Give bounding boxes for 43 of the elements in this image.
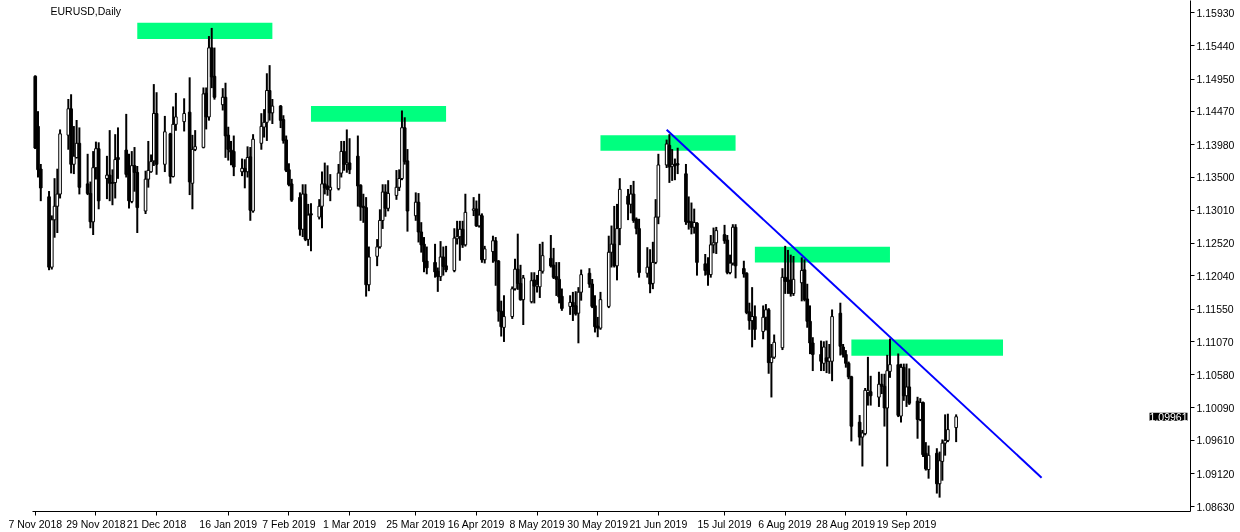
x-tick-label: 8 May 2019 xyxy=(509,517,565,530)
y-tick-label: 1.08630 xyxy=(1196,500,1235,513)
candlestick xyxy=(626,189,630,221)
y-tick-label: 1.12520 xyxy=(1196,237,1235,250)
candlestick xyxy=(309,203,313,252)
candlestick xyxy=(821,341,826,372)
y-tick-label: 1.09610 xyxy=(1196,434,1235,447)
y-tick-label: 1.11070 xyxy=(1196,335,1234,348)
y-tick-label: 1.14470 xyxy=(1196,105,1235,118)
x-tick-label: 25 Mar 2019 xyxy=(386,517,446,530)
chart-title: EURUSD,Daily xyxy=(50,4,122,17)
x-tick-label: 28 Aug 2019 xyxy=(816,517,876,530)
x-tick-label: 19 Sep 2019 xyxy=(876,517,937,530)
y-tick-label: 1.13010 xyxy=(1196,204,1235,217)
candlestick xyxy=(182,98,186,132)
candlestick xyxy=(538,243,542,298)
x-tick-label: 16 Apr 2019 xyxy=(447,517,505,530)
y-tick-label: 1.11550 xyxy=(1196,303,1234,316)
candlestick xyxy=(529,272,534,304)
y-tick-label: 1.10580 xyxy=(1196,368,1235,381)
annotation: 1.09961 xyxy=(1149,410,1188,423)
x-tick-label: 21 Jun 2019 xyxy=(629,517,688,530)
y-tick-label: 1.09120 xyxy=(1196,467,1235,480)
x-tick-label: 7 Nov 2018 xyxy=(8,517,63,530)
y-tick-label: 1.15440 xyxy=(1196,39,1235,52)
y-tick-label: 1.13980 xyxy=(1196,138,1235,151)
x-tick-label: 16 Jan 2019 xyxy=(199,517,258,530)
x-tick-label: 1 Mar 2019 xyxy=(323,517,377,530)
x-tick-label: 21 Dec 2018 xyxy=(126,517,187,530)
candlestick xyxy=(786,249,790,294)
x-tick-label: 7 Feb 2019 xyxy=(262,517,316,530)
x-tick-label: 6 Aug 2019 xyxy=(758,517,812,530)
y-tick-label: 1.13500 xyxy=(1196,171,1235,184)
x-tick-label: 30 May 2019 xyxy=(567,517,629,530)
y-tick-label: 1.14950 xyxy=(1196,73,1235,86)
candlestick xyxy=(954,414,958,443)
y-tick-label: 1.15930 xyxy=(1196,6,1235,19)
y-tick-label: 1.12040 xyxy=(1196,269,1235,282)
candlestick xyxy=(819,340,823,372)
x-tick-label: 15 Jul 2019 xyxy=(697,517,752,530)
candlestick xyxy=(761,305,765,340)
x-tick-label: 29 Nov 2018 xyxy=(66,517,126,530)
y-tick-label: 1.10090 xyxy=(1196,401,1235,414)
